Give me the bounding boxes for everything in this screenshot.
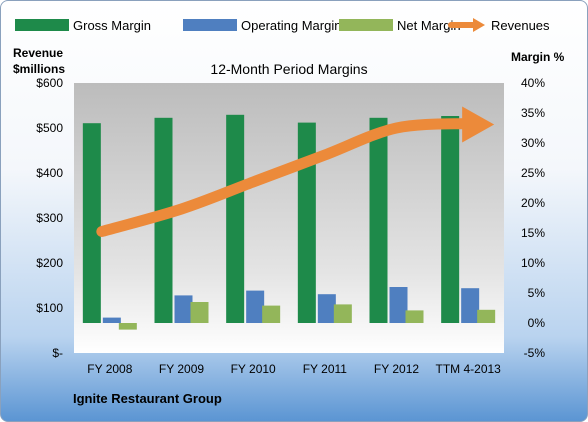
x-tick-label: FY 2009 <box>159 362 204 376</box>
revenue-series <box>96 106 495 237</box>
revenue-line <box>96 118 474 237</box>
right-tick-label: 0% <box>528 316 546 330</box>
left-tick-label: $300 <box>36 211 63 225</box>
left-tick-label: $- <box>52 346 63 360</box>
bar-net-margin <box>333 304 352 323</box>
right-tick-label: 40% <box>521 76 545 90</box>
revenue-point <box>324 154 326 156</box>
legend: Gross Margin Operating Margin Net Margin Re… <box>15 18 550 33</box>
left-tick-label: $600 <box>36 76 63 90</box>
legend-swatch-gross-margin <box>15 19 69 31</box>
bar-operating-margin <box>174 295 193 323</box>
bar-operating-margin <box>246 290 265 323</box>
left-axis-title-line1: Revenue <box>13 46 63 60</box>
right-tick-label: 20% <box>521 196 545 210</box>
bar-gross-margin <box>441 116 460 323</box>
legend-label: Net Margin <box>397 18 461 33</box>
x-tick-label: FY 2008 <box>87 362 132 376</box>
x-tick-label: TTM 4-2013 <box>435 362 501 376</box>
revenue-point <box>101 231 103 232</box>
left-tick-label: $400 <box>36 166 63 180</box>
left-axis-title-line2: $millions <box>13 62 65 76</box>
x-tick-label: FY 2011 <box>303 362 348 376</box>
left-tick-label: $200 <box>36 256 63 270</box>
legend-arrowhead <box>473 18 485 32</box>
legend-swatch-net-margin <box>339 19 393 31</box>
right-tick-label: 25% <box>521 166 545 180</box>
legend-label: Revenues <box>491 18 550 33</box>
legend-label: Gross Margin <box>73 18 151 33</box>
revenue-point <box>467 123 469 124</box>
chart-title: 12-Month Period Margins <box>210 61 367 77</box>
bar-operating-margin <box>317 294 336 323</box>
bar-net-margin <box>118 323 137 330</box>
left-tick-label: $500 <box>36 121 63 135</box>
legend-label: Operating Margin <box>241 18 341 33</box>
revenue-point <box>396 127 397 129</box>
x-tick-label: FY 2012 <box>374 362 419 376</box>
bar-gross-margin <box>82 123 101 323</box>
bar-net-margin <box>262 305 281 323</box>
left-axis: $- $100 $200 $300 $400 $500 $600 <box>36 76 63 360</box>
bar-net-margin <box>405 310 424 323</box>
bar-gross-margin <box>154 117 173 323</box>
revenue-arrowhead <box>462 106 495 143</box>
right-tick-label: 15% <box>521 226 545 240</box>
x-axis: FY 2008 FY 2009 FY 2010 FY 2011 FY 2012 TTM 4… <box>87 362 501 376</box>
left-tick-label: $100 <box>36 301 63 315</box>
right-axis: -5% 0% 5% 10% 15% 20% 25% 30% 35% 40% <box>521 76 545 360</box>
revenue-point <box>252 181 254 183</box>
right-tick-label: 10% <box>521 256 545 270</box>
company-label: Ignite Restaurant Group <box>73 391 222 406</box>
bar-series <box>82 114 496 330</box>
right-axis-title: Margin % <box>511 50 565 64</box>
bar-net-margin <box>190 302 209 323</box>
bar-operating-margin <box>389 287 408 323</box>
x-tick-label: FY 2010 <box>231 362 276 376</box>
legend-swatch-operating-margin <box>183 19 237 31</box>
revenue-point <box>181 208 182 210</box>
right-tick-label: 30% <box>521 136 545 150</box>
right-tick-label: -5% <box>524 346 546 360</box>
right-tick-label: 5% <box>528 286 546 300</box>
bar-net-margin <box>477 309 496 323</box>
bar-operating-margin <box>102 317 121 323</box>
bar-operating-margin <box>461 288 480 323</box>
bar-gross-margin <box>369 117 388 323</box>
bar-gross-margin <box>297 122 316 323</box>
bar-gross-margin <box>226 114 245 323</box>
right-tick-label: 35% <box>521 106 545 120</box>
